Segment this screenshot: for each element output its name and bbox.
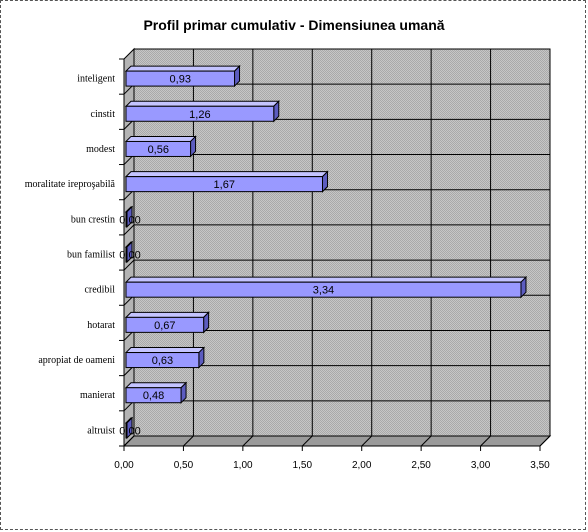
category-label: credibil (84, 285, 115, 296)
x-floor-gridline (242, 435, 254, 447)
bar-top (124, 65, 241, 72)
bar (124, 100, 280, 123)
bar-top (124, 276, 528, 283)
bar-top (124, 347, 206, 354)
bar-front (125, 387, 182, 404)
chart-title: Profil primar cumulativ - Dimensiunea um… (143, 17, 445, 33)
x-tick-label: 0,00 (114, 460, 134, 471)
bar (124, 135, 197, 158)
x-floor-gridline (123, 435, 135, 447)
x-floor-gridline (301, 435, 313, 447)
y-side-gridline (123, 224, 135, 236)
bar (124, 311, 210, 334)
bar-front (125, 211, 128, 228)
category-label: bun familist (67, 250, 115, 261)
category-label: modest (86, 144, 115, 155)
bar-front (125, 316, 205, 333)
x-tick-label: 3,50 (530, 460, 550, 471)
category-label: moralitate ireproşabilă (25, 179, 116, 190)
bar-top (124, 100, 280, 107)
bar (124, 205, 134, 229)
x-floor-gridline (183, 435, 194, 447)
data-label: 0,93 (170, 74, 191, 86)
bar-front (125, 105, 275, 122)
data-label: 0,00 (119, 250, 140, 262)
data-label: 3,34 (313, 285, 334, 297)
bar (124, 381, 188, 404)
x-tick-label: 1,00 (233, 460, 253, 471)
category-label: hotarat (87, 320, 115, 331)
data-label: 0,63 (152, 355, 173, 367)
category-label: manierat (80, 390, 115, 401)
x-tick-label: 3,00 (471, 460, 491, 471)
bar-front (125, 352, 200, 369)
category-label: inteligent (77, 74, 115, 85)
bar-front (125, 176, 323, 193)
x-floor-gridline (420, 435, 432, 447)
data-label: 0,00 (119, 214, 140, 226)
data-label: 0,48 (143, 390, 164, 402)
bar-front (125, 422, 128, 439)
data-label: 1,67 (214, 179, 235, 191)
bar-front (125, 246, 128, 263)
bar (124, 346, 206, 369)
x-tick-label: 2,50 (411, 460, 431, 471)
bar-front (125, 70, 236, 87)
bar (124, 170, 329, 193)
bar-front (125, 140, 192, 157)
category-label: cinstit (91, 109, 116, 120)
bar-front (125, 281, 522, 298)
x-floor-gridline (480, 435, 491, 447)
x-floor-gridline (361, 435, 373, 447)
category-label: apropiat de oameni (38, 355, 115, 366)
bar-top (124, 382, 188, 389)
x-tick-label: 0,50 (174, 460, 194, 471)
bar (124, 416, 134, 440)
category-label: altruist (87, 425, 115, 436)
category-label: bun crestin (71, 214, 115, 225)
bar-top (124, 311, 210, 318)
bar-top (124, 135, 197, 142)
bar (124, 240, 134, 264)
x-tick-label: 2,00 (352, 460, 372, 471)
x-floor-gridline (539, 435, 551, 447)
data-label: 0,67 (154, 320, 175, 332)
data-label: 0,56 (148, 144, 169, 156)
bar (124, 64, 241, 88)
y-side-gridline (123, 259, 135, 271)
bar-top (124, 171, 329, 178)
bar (124, 275, 528, 299)
x-tick-label: 1,50 (293, 460, 313, 471)
data-label: 0,00 (119, 425, 140, 437)
data-label: 1,26 (189, 109, 210, 121)
